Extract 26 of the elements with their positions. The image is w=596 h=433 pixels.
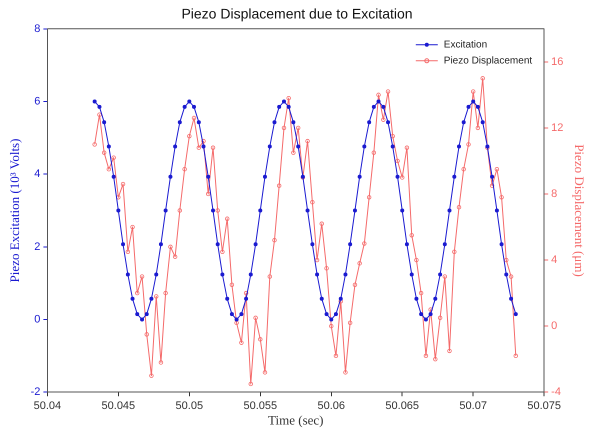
x-tick-label: 50.065: [385, 400, 420, 412]
legend-label: Piezo Displacement: [444, 56, 532, 67]
y2-tick-label: 4: [551, 254, 558, 266]
y2-tick-label: -4: [551, 386, 561, 398]
x-axis-title: Time (sec): [268, 412, 324, 428]
chart-title: Piezo Displacement due to Excitation: [181, 5, 413, 22]
x-tick-label: 50.04: [34, 400, 62, 412]
x-tick-label: 50.05: [176, 400, 204, 412]
y2-tick-label: 16: [551, 56, 564, 68]
y2-tick-label: 0: [551, 320, 558, 332]
y-tick-label: 4: [34, 168, 40, 180]
x-tick-label: 50.045: [102, 400, 136, 412]
y2-axis-title: Piezo Displacement (μm): [572, 144, 587, 277]
x-tick-label: 50.055: [243, 400, 278, 412]
y2-tick-label: 12: [551, 122, 564, 134]
y-tick-label: 0: [34, 314, 40, 326]
y-tick-label: 6: [34, 96, 40, 108]
y-axis-title: Piezo Excitation (10³ Volts): [7, 138, 22, 282]
y-tick-label: -2: [30, 386, 40, 398]
y2-tick-label: 8: [551, 188, 558, 200]
legend-label: Excitation: [444, 40, 488, 51]
y-tick-label: 2: [34, 240, 40, 253]
x-tick-label: 50.075: [527, 400, 561, 412]
x-tick-label: 50.07: [459, 400, 487, 412]
x-tick-label: 50.06: [317, 400, 346, 412]
y-tick-label: 8: [34, 22, 40, 35]
